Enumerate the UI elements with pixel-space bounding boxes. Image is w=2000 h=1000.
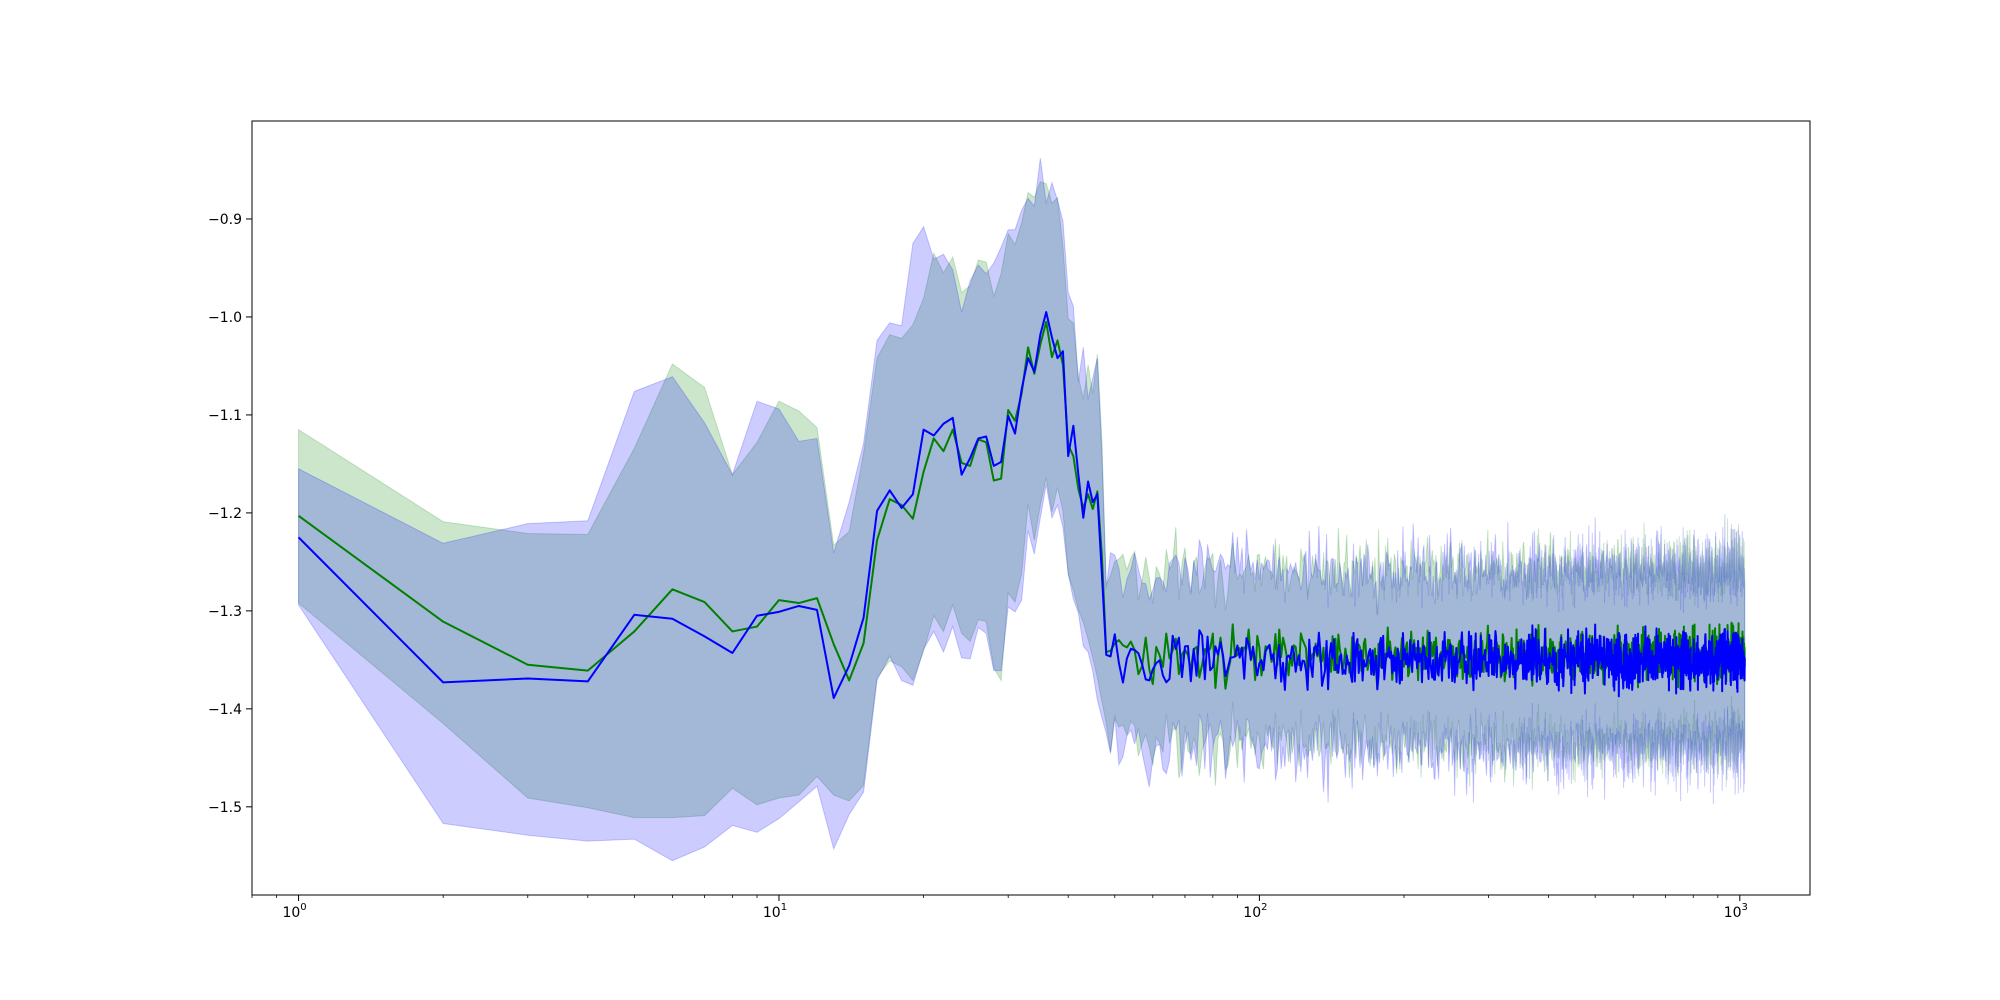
x-tick-label: 103 <box>1724 902 1748 921</box>
y-tick-label: −1.4 <box>208 702 242 718</box>
series-2-line <box>297 311 1746 700</box>
x-tick-label: 100 <box>282 902 306 921</box>
series-2-band <box>298 158 1746 862</box>
plot-area <box>297 158 1746 862</box>
axes-frame <box>251 120 1811 896</box>
y-tick-label: −1.2 <box>208 506 242 522</box>
y-tick-label: −1.5 <box>208 800 242 816</box>
x-tick-label: 101 <box>763 902 787 921</box>
axes: −0.9 −1.0 −1.1 −1.2 −1.3 −1.4 −1.5 100 101 102 103 <box>208 120 1811 921</box>
y-tick-label: −1.0 <box>208 310 242 326</box>
y-tick-label: −1.1 <box>208 408 242 424</box>
x-tick-label: 102 <box>1243 902 1267 921</box>
y-tick-label: −0.9 <box>208 212 242 228</box>
y-tick-label: −1.3 <box>208 604 242 620</box>
